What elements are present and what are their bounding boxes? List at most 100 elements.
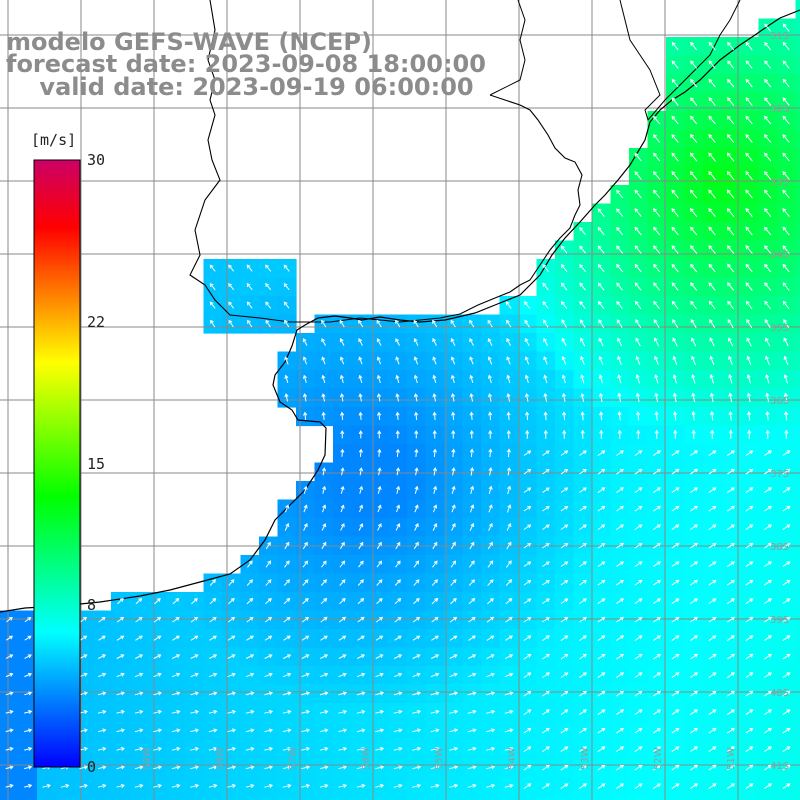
latitude-label: 32S xyxy=(770,104,789,115)
wind-arrow xyxy=(488,467,493,476)
wind-arrow xyxy=(227,709,237,714)
wind-arrow xyxy=(432,504,438,513)
wind-arrow xyxy=(561,319,567,328)
wind-arrow xyxy=(264,728,274,733)
colorbar-unit: [m/s] xyxy=(31,131,77,149)
wind-arrow xyxy=(708,783,717,790)
wind-arrow xyxy=(745,579,754,586)
wind-arrow xyxy=(338,654,347,659)
wind-arrow xyxy=(338,728,348,733)
wind-arrow xyxy=(506,374,511,384)
wind-arrow xyxy=(634,727,643,734)
wind-arrow xyxy=(708,505,717,512)
wind-arrow xyxy=(560,561,569,567)
wind-arrow xyxy=(764,690,772,697)
wind-arrow xyxy=(79,783,88,788)
wind-speed-cell xyxy=(222,795,242,800)
wind-arrow xyxy=(579,579,587,586)
wind-arrow xyxy=(153,765,163,770)
wind-arrow xyxy=(634,598,643,605)
wind-arrow xyxy=(245,654,255,659)
wind-arrow xyxy=(134,672,144,678)
wind-arrow xyxy=(320,654,329,659)
wind-arrow xyxy=(377,504,382,513)
wind-arrow xyxy=(135,597,143,605)
wind-arrow xyxy=(506,448,511,458)
wind-arrow xyxy=(597,524,606,531)
wind-arrow xyxy=(504,783,514,788)
wind-arrow xyxy=(356,765,366,770)
wind-arrow xyxy=(116,616,125,623)
wind-arrow xyxy=(616,672,624,679)
wind-arrow xyxy=(451,448,456,458)
wind-arrow xyxy=(468,616,476,623)
wind-arrow xyxy=(449,728,459,733)
wind-arrow xyxy=(450,337,456,346)
wind-arrow xyxy=(543,392,548,402)
wind-arrow xyxy=(690,709,698,716)
wind-speed-cell xyxy=(795,259,800,279)
wind-arrow xyxy=(671,282,679,291)
wind-arrow xyxy=(227,672,236,678)
wind-arrow xyxy=(469,374,474,384)
wind-arrow xyxy=(413,541,419,550)
wind-arrow xyxy=(413,356,419,365)
wind-arrow xyxy=(430,728,440,733)
wind-arrow xyxy=(634,542,643,549)
wind-arrow xyxy=(395,319,401,328)
latitude-label: 38S xyxy=(770,542,789,553)
wind-arrow xyxy=(209,264,216,272)
wind-arrow xyxy=(562,429,567,439)
wind-arrow xyxy=(673,429,678,439)
wind-arrow xyxy=(782,78,790,88)
wind-arrow xyxy=(190,728,200,733)
wind-arrow xyxy=(634,579,643,586)
wind-arrow xyxy=(190,654,199,659)
wind-arrow xyxy=(708,524,717,531)
wind-arrow xyxy=(487,393,493,402)
wind-arrow xyxy=(708,487,717,494)
wind-arrow xyxy=(708,727,717,734)
wind-arrow xyxy=(745,598,754,605)
wind-arrow xyxy=(671,524,680,531)
wind-arrow xyxy=(451,467,456,476)
wind-arrow xyxy=(393,672,403,678)
wind-arrow xyxy=(412,654,421,659)
wind-arrow xyxy=(523,672,532,679)
wind-arrow xyxy=(764,450,772,457)
wind-arrow xyxy=(303,504,308,513)
wind-arrow xyxy=(765,429,770,439)
wind-arrow xyxy=(727,468,735,475)
wind-arrow xyxy=(430,654,440,659)
wind-arrow xyxy=(504,728,514,733)
wind-arrow xyxy=(690,60,698,69)
wind-arrow xyxy=(210,319,216,328)
wind-arrow xyxy=(561,356,567,365)
wind-arrow xyxy=(653,245,661,254)
wind-speed-cell xyxy=(795,462,800,482)
wind-arrow xyxy=(764,727,772,734)
wind-arrow xyxy=(487,560,494,568)
wind-arrow xyxy=(227,746,237,751)
wind-arrow xyxy=(321,319,327,328)
wind-arrow xyxy=(171,691,181,696)
wind-arrow xyxy=(79,654,88,659)
wind-arrow xyxy=(690,598,698,605)
wind-arrow xyxy=(359,504,364,513)
wind-arrow xyxy=(542,450,550,456)
wind-speed-cell xyxy=(684,795,704,800)
wind-speed-cell xyxy=(499,795,519,800)
wind-arrow xyxy=(24,728,33,733)
wind-arrow xyxy=(671,727,680,734)
wind-speed-cell xyxy=(37,795,57,800)
wind-speed-cell xyxy=(795,592,800,612)
wind-arrow xyxy=(79,709,88,714)
wind-arrow xyxy=(560,783,569,790)
wind-arrow xyxy=(764,189,772,199)
wind-arrow xyxy=(709,411,715,421)
wind-arrow xyxy=(430,765,440,770)
wind-arrow xyxy=(171,709,181,714)
wind-speed-cell xyxy=(388,795,408,800)
wind-arrow xyxy=(246,579,253,586)
wind-arrow xyxy=(690,653,698,660)
